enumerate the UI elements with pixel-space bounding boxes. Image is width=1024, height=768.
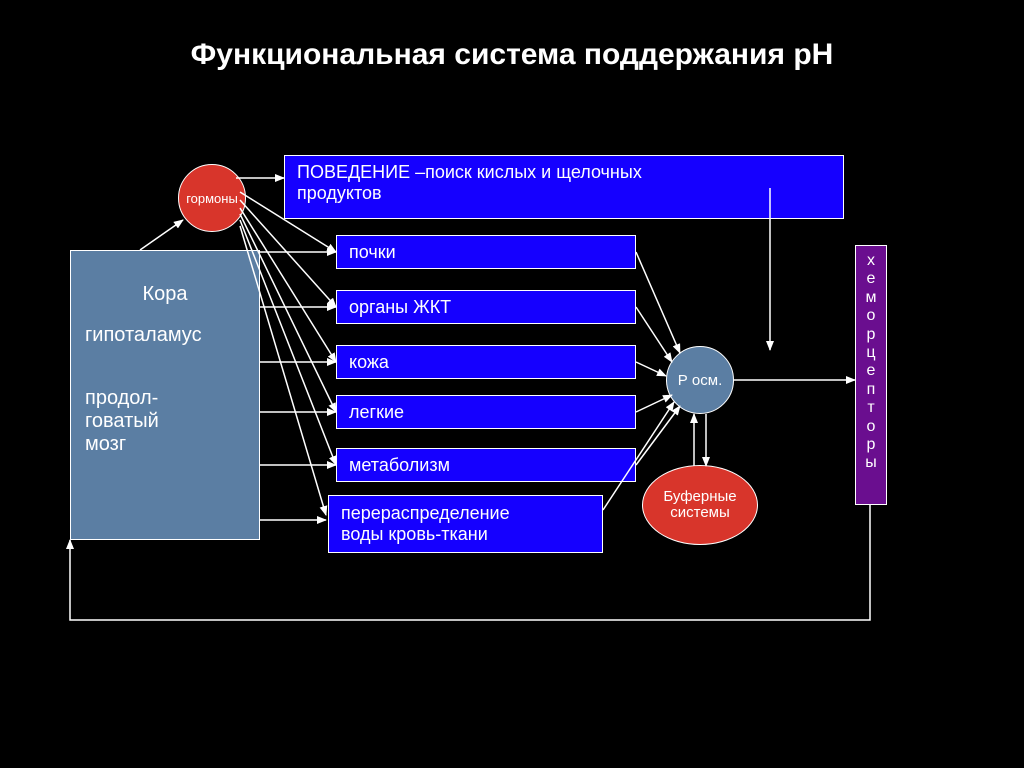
posm-label: Р осм. bbox=[678, 372, 723, 389]
brain-line-cortex: Кора bbox=[85, 283, 245, 306]
chemoreceptors-label: хеморцепторы bbox=[865, 252, 877, 471]
effector-box-0: почки bbox=[336, 235, 636, 269]
effector-label-1: органы ЖКТ bbox=[349, 297, 451, 318]
posm-node: Р осм. bbox=[666, 346, 734, 414]
brain-line-hypothalamus: гипоталамус bbox=[85, 324, 245, 347]
chemoreceptors-box: хеморцепторы bbox=[855, 245, 887, 505]
effector-label-5: перераспределение воды кровь-ткани bbox=[341, 503, 510, 545]
page-title: Функциональная система поддержания рН bbox=[0, 38, 1024, 72]
effector-label-4: метаболизм bbox=[349, 455, 450, 476]
effector-label-3: легкие bbox=[349, 402, 404, 423]
hormones-node: гормоны bbox=[178, 164, 246, 232]
hormones-label: гормоны bbox=[186, 191, 238, 206]
behavior-box: ПОВЕДЕНИЕ –поиск кислых и щелочных проду… bbox=[284, 155, 844, 219]
effector-label-2: кожа bbox=[349, 352, 389, 373]
effector-label-0: почки bbox=[349, 242, 396, 263]
effector-box-1: органы ЖКТ bbox=[336, 290, 636, 324]
buffer-label: Буферные системы bbox=[663, 489, 736, 522]
effector-box-4: метаболизм bbox=[336, 448, 636, 482]
effector-box-2: кожа bbox=[336, 345, 636, 379]
behavior-label: ПОВЕДЕНИЕ –поиск кислых и щелочных проду… bbox=[297, 162, 642, 204]
brain-line-medulla: продол- говатый мозг bbox=[85, 387, 245, 456]
effector-box-3: легкие bbox=[336, 395, 636, 429]
brain-box: Кора гипоталамус продол- говатый мозг bbox=[70, 250, 260, 540]
diagram-stage: Функциональная система поддержания рН Ко… bbox=[0, 0, 1024, 768]
effector-box-5: перераспределение воды кровь-ткани bbox=[328, 495, 603, 553]
buffer-node: Буферные системы bbox=[642, 465, 758, 545]
